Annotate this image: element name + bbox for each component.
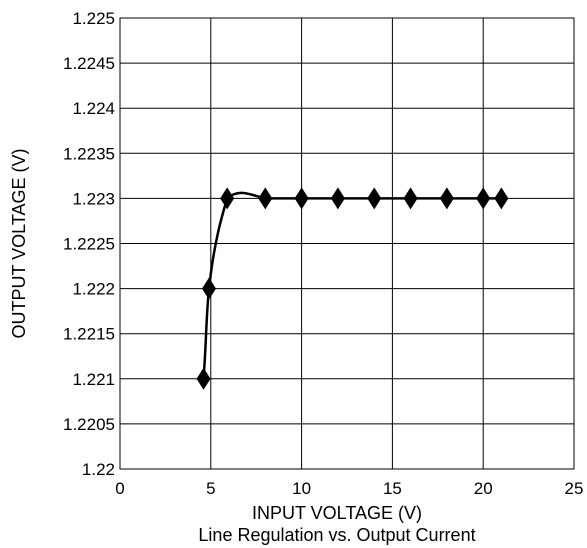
chart-caption: Line Regulation vs. Output Current	[198, 525, 475, 545]
data-point-marker	[494, 187, 509, 210]
data-point-marker	[367, 187, 382, 210]
y-axis-title: OUTPUT VOLTAGE (V)	[9, 148, 29, 338]
data-point-marker	[201, 277, 216, 300]
x-tick-label: 15	[383, 479, 402, 498]
data-point-marker	[294, 187, 309, 210]
x-tick-label: 20	[474, 479, 493, 498]
y-tick-label: 1.2215	[63, 325, 115, 344]
y-tick-label: 1.224	[72, 99, 115, 118]
y-tick-label: 1.222	[72, 280, 115, 299]
plot-frame	[119, 17, 575, 470]
data-point-marker	[403, 187, 418, 210]
y-tick-label: 1.2245	[63, 54, 115, 73]
x-tick-label: 5	[206, 479, 215, 498]
y-tick-label: 1.22	[82, 460, 115, 479]
x-tick-label: 10	[292, 479, 311, 498]
y-tick-label: 1.2225	[63, 235, 115, 254]
grid-lines	[119, 17, 575, 470]
y-tick-label: 1.2205	[63, 415, 115, 434]
data-point-marker	[330, 187, 345, 210]
data-point-marker	[258, 187, 273, 210]
series-group	[196, 187, 509, 390]
y-tick-label: 1.223	[72, 189, 115, 208]
data-point-marker	[220, 187, 235, 210]
data-point-marker	[476, 187, 491, 210]
data-point-marker	[196, 367, 211, 390]
x-axis-title: INPUT VOLTAGE (V)	[252, 503, 422, 523]
x-tick-label: 25	[565, 479, 584, 498]
y-tick-label: 1.2235	[63, 144, 115, 163]
data-point-marker	[439, 187, 454, 210]
y-tick-label: 1.221	[72, 370, 115, 389]
series-line	[202, 191, 502, 379]
tick-labels: 0 5 10 15 20 25 1.22 1.2205 1.221 1.2215 1.222 1.22…	[63, 9, 583, 498]
x-tick-label: 0	[115, 479, 124, 498]
y-tick-label: 1.225	[72, 9, 115, 28]
